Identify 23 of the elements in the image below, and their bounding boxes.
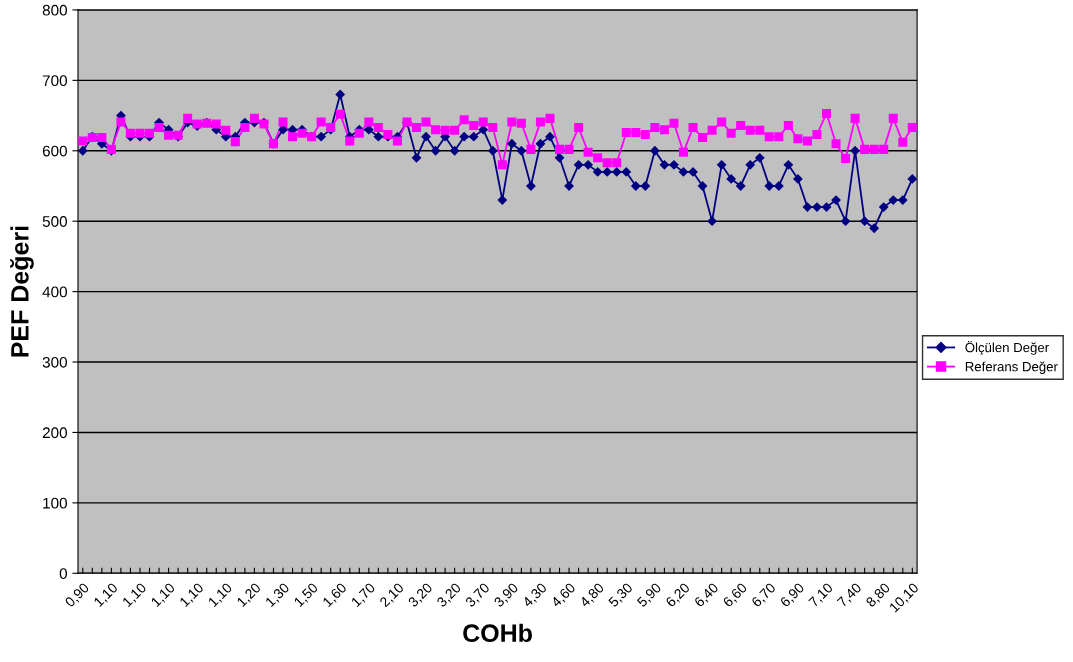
x-tick-label: 6,40 — [693, 582, 721, 609]
x-tick-label: 4,80 — [579, 582, 606, 609]
x-axis-title: COHb — [463, 623, 532, 643]
x-tick-label: 7,40 — [836, 582, 864, 609]
y-tick-label: 100 — [43, 497, 67, 509]
legend-label: Referans Değer — [965, 361, 1058, 374]
x-tick-label: 4,30 — [521, 582, 549, 609]
x-tick-label: 6,20 — [665, 582, 692, 609]
legend-label: Ölçülen Değer — [965, 341, 1049, 355]
y-tick-label: 300 — [42, 356, 67, 368]
y-tick-label: 600 — [42, 145, 67, 157]
y-tick-label: 200 — [42, 427, 67, 439]
x-tick-label: 4,60 — [550, 582, 578, 609]
y-axis-title: PEF Değeri — [10, 226, 34, 357]
x-tick-label: 6,60 — [722, 582, 749, 609]
y-tick-label: 500 — [42, 216, 67, 227]
y-tick-label: 400 — [42, 286, 67, 298]
y-tick-label: 700 — [42, 75, 67, 87]
x-tick-label: 6,70 — [750, 582, 778, 609]
y-tick-label: 800 — [42, 4, 67, 16]
y-tick-label: 0 — [59, 568, 67, 579]
x-tick-label: 7,10 — [808, 582, 835, 609]
x-tick-label: 6,90 — [779, 582, 806, 609]
